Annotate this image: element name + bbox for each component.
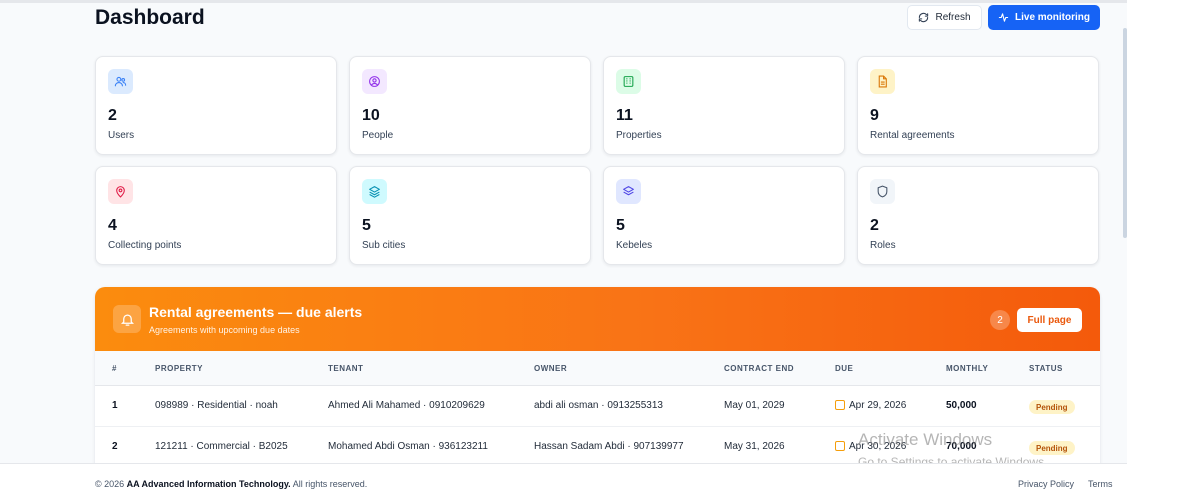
stat-value: 5 (616, 217, 625, 234)
stat-card-people[interactable]: 10 People (349, 56, 591, 155)
row-property: 098989 · Residential · noah (155, 400, 278, 411)
stat-label: Rental agreements (870, 130, 955, 141)
stat-value: 11 (616, 107, 633, 124)
row-monthly: 70,000 (946, 441, 977, 452)
stat-value: 10 (362, 107, 380, 124)
stat-card-roles[interactable]: 2 Roles (857, 166, 1099, 265)
calendar-icon (835, 441, 845, 451)
row-monthly: 50,000 (946, 400, 977, 411)
stat-label: Users (108, 130, 135, 141)
users-icon (108, 69, 133, 94)
terms-link[interactable]: Terms (1088, 479, 1113, 489)
column-header: PROPERTY (155, 364, 204, 373)
column-header: DUE (835, 364, 854, 373)
refresh-icon (919, 12, 929, 23)
row-due: Apr 29, 2026 (849, 400, 907, 411)
stat-card-rental-agreements[interactable]: 9 Rental agreements (857, 56, 1099, 155)
top-border (0, 0, 1127, 3)
due-alerts-subtitle: Agreements with upcoming due dates (149, 325, 300, 335)
stat-value: 4 (108, 217, 117, 234)
activity-icon (998, 13, 1009, 22)
building-icon (616, 69, 641, 94)
stat-card-sub-cities[interactable]: 5 Sub cities (349, 166, 591, 265)
activate-windows-hint: Go to Settings to activate Windows. (858, 455, 1048, 463)
stat-label: Properties (616, 130, 662, 141)
due-alerts-title: Rental agreements — due alerts (149, 304, 363, 320)
column-header: CONTRACT END (724, 364, 794, 373)
page-title: Dashboard (95, 6, 205, 29)
stat-value: 2 (108, 107, 117, 124)
row-due: Apr 30, 2026 (849, 441, 907, 452)
layers-icon (616, 179, 641, 204)
stat-label: Sub cities (362, 240, 406, 251)
live-monitoring-label: Live monitoring (1015, 12, 1090, 23)
stat-value: 5 (362, 217, 371, 234)
page-footer: © 2026 AA Advanced Information Technolog… (0, 463, 1127, 500)
column-header: # (112, 364, 117, 373)
row-contract-end: May 01, 2029 (724, 400, 785, 411)
stat-card-users[interactable]: 2 Users (95, 56, 337, 155)
bell-icon (113, 305, 141, 333)
full-page-button[interactable]: Full page (1017, 308, 1082, 332)
due-alerts-panel: Rental agreements — due alerts Agreement… (95, 287, 1100, 463)
row-tenant: Ahmed Ali Mahamed · 0910209629 (328, 400, 485, 411)
row-tenant: Mohamed Abdi Osman · 936123211 (328, 441, 488, 452)
document-icon (870, 69, 895, 94)
layers-icon (362, 179, 387, 204)
stat-label: Kebeles (616, 240, 653, 251)
column-header: MONTHLY (946, 364, 989, 373)
status-badge: Pending (1029, 400, 1075, 414)
shield-icon (870, 179, 895, 204)
privacy-policy-link[interactable]: Privacy Policy (1018, 479, 1075, 489)
footer-year: © 2026 (95, 479, 125, 489)
stat-value: 2 (870, 217, 879, 234)
row-contract-end: May 31, 2026 (724, 441, 785, 452)
stat-label: Roles (870, 240, 896, 251)
dashboard-page: Dashboard Refresh Live monitoring 2 User… (0, 0, 1127, 463)
stat-label: People (362, 130, 394, 141)
footer-copyright: © 2026 AA Advanced Information Technolog… (95, 479, 367, 489)
status-badge: Pending (1029, 441, 1075, 455)
column-header: OWNER (534, 364, 568, 373)
row-property: 121211 · Commercial · B2025 (155, 441, 288, 452)
map-pin-icon (108, 179, 133, 204)
person-icon (362, 69, 387, 94)
due-alerts-count-badge: 2 (990, 310, 1010, 330)
stat-value: 9 (870, 107, 879, 124)
vertical-scrollbar[interactable] (1123, 28, 1127, 238)
row-owner: abdi ali osman · 0913255313 (534, 400, 663, 411)
row-number: 1 (112, 400, 118, 411)
refresh-label: Refresh (935, 12, 971, 23)
row-number: 2 (112, 441, 118, 452)
table-header: # PROPERTY TENANT OWNER CONTRACT END DUE… (95, 351, 1100, 386)
table-row[interactable]: 2 121211 · Commercial · B2025 Mohamed Ab… (95, 427, 1100, 463)
stat-label: Collecting points (108, 240, 182, 251)
row-owner: Hassan Sadam Abdi · 907139977 (534, 441, 684, 452)
calendar-icon (835, 400, 845, 410)
stat-card-properties[interactable]: 11 Properties (603, 56, 845, 155)
stat-card-collecting-points[interactable]: 4 Collecting points (95, 166, 337, 265)
stat-card-kebeles[interactable]: 5 Kebeles (603, 166, 845, 265)
due-alerts-header: Rental agreements — due alerts Agreement… (95, 287, 1100, 351)
refresh-button[interactable]: Refresh (907, 5, 982, 30)
footer-rights: All rights reserved. (292, 479, 368, 489)
outer-margin (1127, 0, 1200, 500)
table-row[interactable]: 1 098989 · Residential · noah Ahmed Ali … (95, 386, 1100, 427)
footer-company: AA Advanced Information Technology. (126, 479, 291, 489)
live-monitoring-button[interactable]: Live monitoring (988, 5, 1100, 30)
column-header: STATUS (1029, 364, 1063, 373)
column-header: TENANT (328, 364, 364, 373)
activate-windows-watermark: Activate Windows (858, 430, 993, 449)
